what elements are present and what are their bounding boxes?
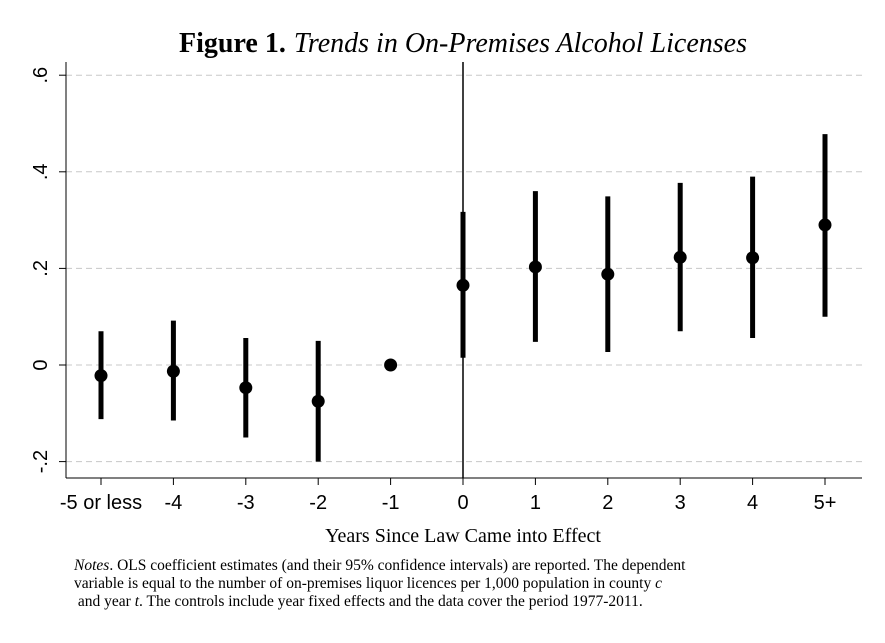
chart-title-italic: Trends in On-Premises Alcohol Licenses [294, 28, 747, 59]
y-tick-label: .2 [30, 260, 52, 277]
x-tick-label: -5 or less [60, 492, 142, 514]
gridlines [66, 74, 862, 463]
notes-line-2-text: variable is equal to the number of on-pr… [74, 575, 652, 592]
notes-line-3: and year t. The controls include year fi… [74, 593, 834, 611]
x-tick-label: 5+ [814, 492, 837, 514]
notes-line-1-text: . OLS coefficient estimates (and their 9… [109, 557, 686, 574]
data-point [384, 358, 398, 372]
x-tick-label: -1 [382, 492, 400, 514]
x-tick-label: 2 [602, 492, 613, 514]
data-point [818, 218, 832, 232]
y-tick-label: -.2 [30, 450, 52, 473]
data-point [601, 267, 615, 281]
x-tick-label: -3 [237, 492, 255, 514]
notes-var-c: c [655, 575, 662, 592]
data-point [94, 369, 108, 383]
notes-var-t: t [134, 593, 139, 610]
chart-title: Figure 1. Trends in On-Premises Alcohol L… [179, 28, 747, 59]
data-point [746, 251, 760, 265]
y-axis-ticks: -.2 0 .2 .4 .6 [30, 67, 66, 473]
x-tick-label: 4 [747, 492, 758, 514]
notes-line-3-pre: and year [77, 593, 131, 610]
data-point [673, 250, 687, 264]
notes-line-2: variable is equal to the number of on-pr… [74, 575, 834, 593]
notes: Notes. OLS coefficient estimates (and th… [74, 557, 834, 611]
x-axis-label: Years Since Law Came into Effect [325, 525, 601, 547]
x-tick-label: 0 [457, 492, 468, 514]
data-marks [94, 134, 832, 462]
chart-title-bold: Figure 1. [179, 28, 286, 59]
x-tick-label: 3 [675, 492, 686, 514]
data-point [528, 260, 542, 274]
data-point [311, 394, 325, 408]
notes-line-3-post: . The controls include year fixed effect… [139, 593, 643, 610]
data-point [239, 381, 253, 395]
data-point [166, 364, 180, 378]
x-tick-label: 1 [530, 492, 541, 514]
notes-lead: Notes [74, 557, 110, 574]
data-point [456, 278, 470, 292]
notes-line-1: Notes. OLS coefficient estimates (and th… [74, 557, 834, 575]
x-tick-label: -4 [165, 492, 183, 514]
x-axis-ticks: -5 or less -4 -3 -2 -1 0 1 2 3 4 5+ [60, 478, 837, 514]
y-tick-label: .6 [30, 67, 52, 84]
y-tick-label: .4 [30, 163, 52, 180]
x-tick-label: -2 [309, 492, 327, 514]
y-tick-label: 0 [30, 359, 52, 370]
